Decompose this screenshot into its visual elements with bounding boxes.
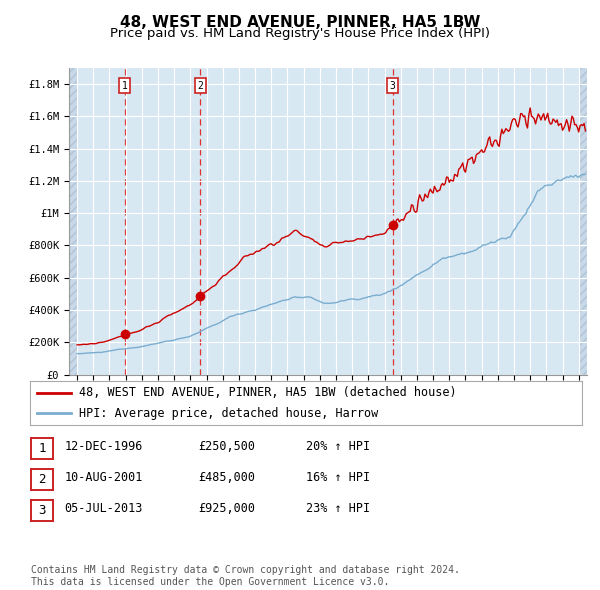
Text: 48, WEST END AVENUE, PINNER, HA5 1BW: 48, WEST END AVENUE, PINNER, HA5 1BW [120, 15, 480, 30]
Text: 20% ↑ HPI: 20% ↑ HPI [306, 440, 370, 453]
Text: 05-JUL-2013: 05-JUL-2013 [64, 503, 143, 516]
Text: HPI: Average price, detached house, Harrow: HPI: Average price, detached house, Harr… [79, 407, 378, 420]
Bar [579, 68, 587, 375]
Text: 3: 3 [38, 504, 46, 517]
Text: £925,000: £925,000 [198, 503, 255, 516]
Text: 1: 1 [38, 442, 46, 455]
Text: Contains HM Land Registry data © Crown copyright and database right 2024.
This d: Contains HM Land Registry data © Crown c… [31, 565, 460, 587]
Bar [69, 68, 77, 375]
Text: £485,000: £485,000 [198, 471, 255, 484]
Text: 2: 2 [38, 473, 46, 486]
Text: 12-DEC-1996: 12-DEC-1996 [64, 440, 143, 453]
Text: 3: 3 [389, 81, 395, 91]
Text: Price paid vs. HM Land Registry's House Price Index (HPI): Price paid vs. HM Land Registry's House … [110, 27, 490, 40]
Text: 2: 2 [197, 81, 203, 91]
Text: 1: 1 [122, 81, 128, 91]
Text: £250,500: £250,500 [198, 440, 255, 453]
Text: 10-AUG-2001: 10-AUG-2001 [64, 471, 143, 484]
Text: 23% ↑ HPI: 23% ↑ HPI [306, 503, 370, 516]
Text: 48, WEST END AVENUE, PINNER, HA5 1BW (detached house): 48, WEST END AVENUE, PINNER, HA5 1BW (de… [79, 386, 456, 399]
Text: 16% ↑ HPI: 16% ↑ HPI [306, 471, 370, 484]
